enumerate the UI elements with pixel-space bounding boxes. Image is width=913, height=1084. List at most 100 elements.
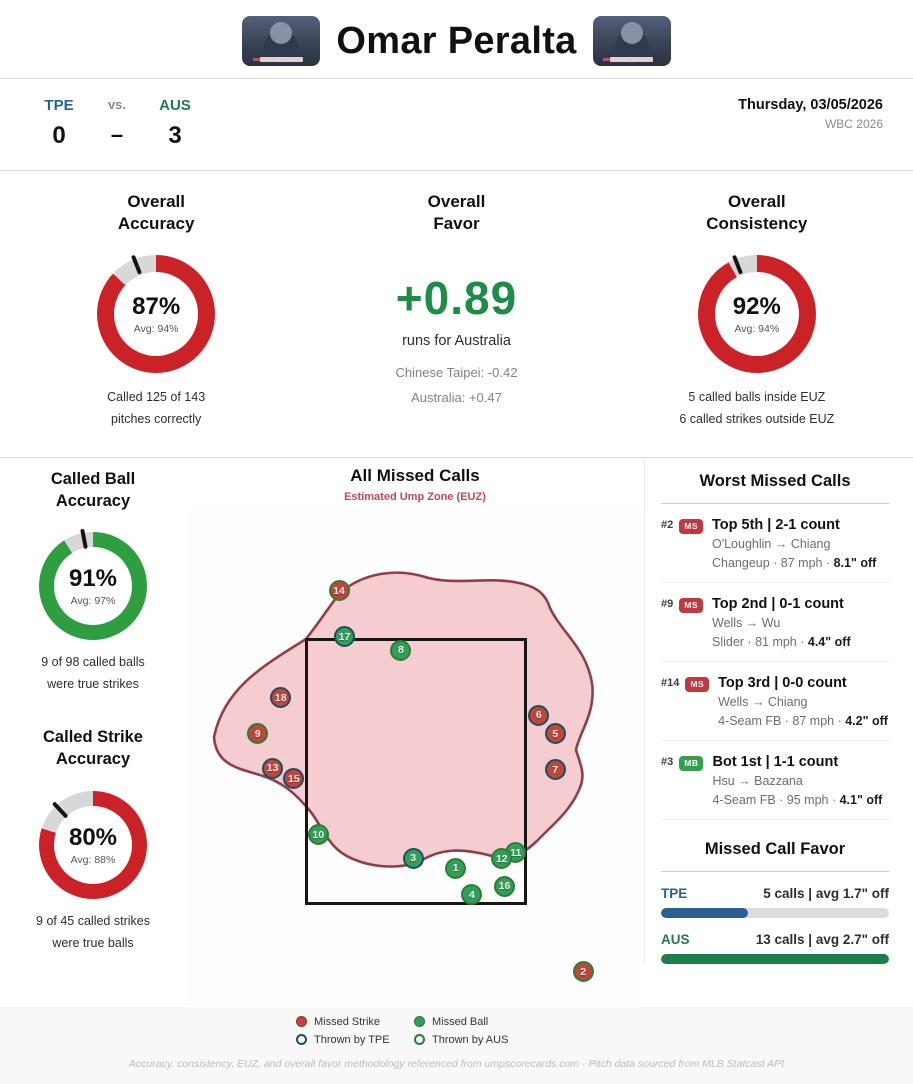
call-matchup: O'Loughlin → Chiang <box>712 537 831 552</box>
call-rank: #14 <box>661 676 680 689</box>
missed-strike-badge: MS <box>679 597 703 613</box>
title-line: Called Ball <box>50 469 136 488</box>
score-grid: TPE vs. AUS 0 – 3 <box>30 97 204 150</box>
called-ball-title: Called Ball Accuracy <box>0 468 186 513</box>
score-dash: – <box>110 122 124 147</box>
euz-blob <box>212 571 594 868</box>
worst-missed-calls-title: Worst Missed Calls <box>699 471 851 490</box>
call-pitch-detail: 4-Seam FB · 87 mph · 4.2" off <box>718 713 888 728</box>
legend-label: Thrown by TPE <box>314 1033 390 1046</box>
worst-missed-call-item: #3 MB Bot 1st | 1-1 count Hsu → Bazzana 4-Se… <box>661 741 889 820</box>
header: Omar Peralta <box>0 0 913 78</box>
favor-bar-fill <box>661 953 889 964</box>
divider <box>661 502 889 504</box>
note-line: were true strikes <box>47 677 139 692</box>
pitch-dot-1: 1 <box>445 857 467 879</box>
call-matchup: Wells → Wu <box>712 616 781 631</box>
favor-team-label: TPE <box>661 885 688 901</box>
donut-center: 87% Avg: 94% <box>97 255 215 373</box>
right-panel: Worst Missed Calls #2 MS Top 5th | 2-1 cou… <box>644 457 913 964</box>
note-line: 9 of 45 called strikes <box>36 913 150 928</box>
donut-average: Avg: 88% <box>70 853 116 866</box>
overall-accuracy-donut: 87% Avg: 94% <box>97 254 216 374</box>
title-line: Favor <box>433 214 480 234</box>
pitch-dot-14: 14 <box>328 580 350 602</box>
legend-swatch-icon <box>296 1034 307 1046</box>
umpire-photo-right <box>592 16 671 66</box>
call-rank: #9 <box>661 597 674 610</box>
called-ball-block: Called Ball Accuracy 91% Avg: 97% 9 of 9… <box>0 468 186 696</box>
strike-zone-plot: 1 2 3 4 5 6 7 8 9 10 11 12 13 14 15 16 17 18 <box>189 506 641 1005</box>
pitch-dot-7: 7 <box>544 759 566 781</box>
call-details: Top 2nd | 0-1 count Wells → Wu Slider · 81… <box>712 596 851 649</box>
call-headline: Top 5th | 2-1 count <box>712 516 840 533</box>
missed-ball-badge: MB <box>679 755 704 771</box>
call-pitch-detail: Slider · 81 mph · 4.4" off <box>712 634 851 649</box>
legend-item: Thrown by TPE <box>296 1034 414 1046</box>
divider <box>0 170 913 171</box>
note-line: 5 called balls inside EUZ <box>688 390 826 405</box>
pitch-dot-18: 18 <box>270 687 292 709</box>
called-strike-note: 9 of 45 called strikes were true balls <box>0 911 186 955</box>
donut-center: 80% Avg: 88% <box>39 791 147 899</box>
chart-title: All Missed Calls <box>350 465 480 485</box>
title-line: Accuracy <box>55 750 131 769</box>
legend-item: Missed Strike <box>296 1016 414 1028</box>
pitch-dot-13: 13 <box>262 757 284 779</box>
missed-call-favor-title: Missed Call Favor <box>704 839 846 858</box>
donut-value: 80% <box>68 823 118 851</box>
scoreboard: TPE vs. AUS 0 – 3 Thursday, 03/05/2026 W… <box>0 79 913 170</box>
title-line: Overall <box>728 192 786 211</box>
away-team-label: TPE <box>44 97 74 114</box>
legend-item: Missed Ball <box>414 1016 546 1028</box>
note-line: 6 called strikes outside EUZ <box>679 412 835 427</box>
called-ball-note: 9 of 98 called balls were true strikes <box>0 652 186 696</box>
call-headline: Bot 1st | 1-1 count <box>712 753 839 770</box>
pitch-dot-5: 5 <box>544 723 566 745</box>
donut-average: Avg: 97% <box>70 595 116 608</box>
favor-stat: 13 calls | avg 2.7" off <box>755 931 889 947</box>
divider <box>0 456 913 458</box>
favor-team-label: AUS <box>661 931 690 947</box>
plot-legend: Missed Strike Missed Ball Thrown by TPE Thr… <box>296 1016 546 1046</box>
call-pitch-detail: 4-Seam FB · 95 mph · 4.1" off <box>712 792 883 807</box>
favor-value: +0.89 <box>395 272 518 325</box>
overall-favor-block: Overall Favor +0.89 runs for Australia C… <box>306 191 606 431</box>
legend-label: Missed Ball <box>432 1015 489 1028</box>
favor-bar-track <box>661 953 889 964</box>
overall-consistency-note: 5 called balls inside EUZ 6 called strik… <box>607 387 907 431</box>
called-strike-title: Called Strike Accuracy <box>0 726 186 771</box>
worst-missed-call-item: #2 MS Top 5th | 2-1 count O'Loughlin → Chia… <box>661 504 889 583</box>
called-strike-block: Called Strike Accuracy 80% Avg: 88% 9 of… <box>0 726 186 954</box>
legend-item: Thrown by AUS <box>414 1034 546 1046</box>
pitch-dot-16: 16 <box>493 875 515 897</box>
bottom-band: Missed Strike Missed Ball Thrown by TPE Thr… <box>0 1006 913 1084</box>
pitch-dot-6: 6 <box>528 704 550 726</box>
legend-swatch-icon <box>414 1016 425 1028</box>
favor-stat: 5 calls | avg 1.7" off <box>763 885 889 901</box>
legend-label: Thrown by AUS <box>432 1033 509 1046</box>
call-pitch-detail: Changeup · 87 mph · 8.1" off <box>712 555 877 570</box>
divider <box>661 870 889 872</box>
favor-unit: runs for Australia <box>402 333 511 350</box>
title-line: Consistency <box>706 214 808 234</box>
title-line: Overall <box>427 192 486 211</box>
main-area: Called Ball Accuracy 91% Avg: 97% 9 of 9… <box>0 457 913 1005</box>
overall-consistency-donut: 92% Avg: 94% <box>697 254 816 374</box>
call-details: Top 3rd | 0-0 count Wells → Chiang 4-Seam … <box>718 675 888 728</box>
call-matchup: Hsu → Bazzana <box>712 774 803 789</box>
donut-value: 91% <box>68 565 118 593</box>
donut-average: Avg: 94% <box>133 323 179 336</box>
pitch-dot-17: 17 <box>333 626 355 648</box>
chart-subtitle: Estimated Ump Zone (EUZ) <box>344 490 486 503</box>
favor-row-header: AUS 13 calls | avg 2.7" off <box>661 932 889 947</box>
game-event: WBC 2026 <box>824 117 883 131</box>
note-line: were true balls <box>52 935 134 950</box>
worst-missed-calls-list: #2 MS Top 5th | 2-1 count O'Loughlin → Chia… <box>661 504 889 820</box>
strike-zone-rect <box>304 637 527 905</box>
favor-bar-track <box>661 907 889 918</box>
called-ball-donut: 91% Avg: 97% <box>39 529 147 641</box>
worst-missed-call-item: #14 MS Top 3rd | 0-0 count Wells → Chiang 4-… <box>661 662 889 741</box>
pitch-dot-12: 12 <box>491 848 513 870</box>
